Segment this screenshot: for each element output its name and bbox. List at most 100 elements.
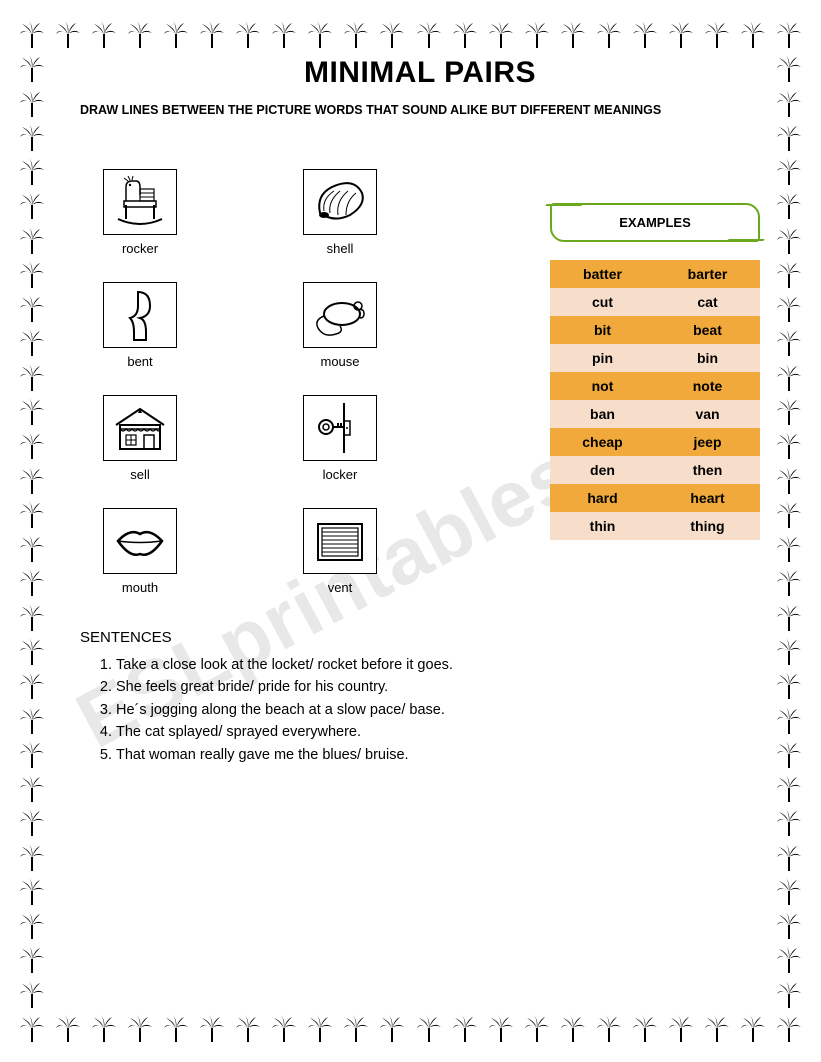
examples-cell: beat	[655, 316, 760, 344]
examples-cell: batter	[550, 260, 655, 288]
palm-icon	[777, 157, 801, 185]
palm-icon	[777, 945, 801, 973]
palm-icon	[705, 20, 729, 48]
examples-row: banvan	[550, 400, 760, 428]
content-area: MINIMAL PAIRS DRAW LINES BETWEEN THE PIC…	[80, 56, 760, 766]
examples-row: hardheart	[550, 484, 760, 512]
examples-row: thinthing	[550, 512, 760, 540]
palm-icon	[308, 1014, 332, 1042]
examples-row: notnote	[550, 372, 760, 400]
palm-icon	[777, 706, 801, 734]
examples-cell: jeep	[655, 428, 760, 456]
palm-icon	[128, 1014, 152, 1042]
palm-icon	[777, 260, 801, 288]
palm-icon	[20, 671, 44, 699]
palm-icon	[777, 774, 801, 802]
palm-icon	[272, 1014, 296, 1042]
examples-row: cutcat	[550, 288, 760, 316]
left-card-bent: bent	[80, 282, 200, 369]
examples-row: denthen	[550, 456, 760, 484]
palm-icon	[380, 1014, 404, 1042]
palm-icon	[92, 20, 116, 48]
left-card-rocker: rocker	[80, 169, 200, 256]
palm-icon	[777, 123, 801, 151]
palm-icon	[777, 671, 801, 699]
palm-icon	[777, 431, 801, 459]
palm-icon	[777, 911, 801, 939]
palm-icon	[777, 363, 801, 391]
palm-icon	[453, 20, 477, 48]
palm-icon	[164, 20, 188, 48]
palm-icon	[777, 808, 801, 836]
palm-icon	[20, 603, 44, 631]
caption-bent: bent	[127, 354, 152, 369]
sentence-item: He´s jogging along the beach at a slow p…	[116, 699, 760, 721]
palm-icon	[777, 20, 801, 48]
palm-icon	[489, 20, 513, 48]
palm-icon	[777, 500, 801, 528]
palm-icon	[20, 89, 44, 117]
palm-icon	[777, 294, 801, 322]
shell-icon	[303, 169, 377, 235]
palm-icon	[777, 397, 801, 425]
palm-icon	[20, 1014, 44, 1042]
examples-table: batterbartercutcatbitbeatpinbinnotnoteba…	[550, 260, 760, 540]
palm-icon	[777, 328, 801, 356]
mouth-icon	[103, 508, 177, 574]
left-card-mouth: mouth	[80, 508, 200, 595]
palm-icon	[20, 54, 44, 82]
palm-icon	[20, 843, 44, 871]
caption-mouth: mouth	[122, 580, 158, 595]
vent-icon	[303, 508, 377, 574]
palm-icon	[777, 534, 801, 562]
caption-mouse: mouse	[320, 354, 359, 369]
examples-row: cheapjeep	[550, 428, 760, 456]
palm-icon	[56, 20, 80, 48]
examples-panel: EXAMPLES batterbartercutcatbitbeatpinbin…	[550, 203, 760, 595]
right-card-locker: locker	[280, 395, 400, 482]
examples-cell: thing	[655, 512, 760, 540]
palm-icon	[417, 20, 441, 48]
palm-icon	[417, 1014, 441, 1042]
palm-icon	[777, 466, 801, 494]
examples-cell: cut	[550, 288, 655, 316]
caption-shell: shell	[327, 241, 354, 256]
palm-icon	[669, 1014, 693, 1042]
instructions-text: DRAW LINES BETWEEN THE PICTURE WORDS THA…	[80, 102, 760, 119]
palm-icon	[20, 397, 44, 425]
palm-icon	[777, 191, 801, 219]
palm-icon	[20, 431, 44, 459]
palm-icon	[777, 1014, 801, 1042]
palm-icon	[20, 157, 44, 185]
page-title: MINIMAL PAIRS	[80, 56, 760, 90]
palm-icon	[236, 1014, 260, 1042]
palm-icon	[489, 1014, 513, 1042]
palm-icon	[777, 603, 801, 631]
palm-icon	[56, 1014, 80, 1042]
sentences-heading: SENTENCES	[80, 629, 760, 646]
palm-icon	[20, 500, 44, 528]
palm-icon	[20, 260, 44, 288]
palm-icon	[164, 1014, 188, 1042]
examples-row: pinbin	[550, 344, 760, 372]
palm-icon	[597, 20, 621, 48]
palm-icon	[128, 20, 152, 48]
palm-icon	[20, 911, 44, 939]
sentence-item: She feels great bride/ pride for his cou…	[116, 676, 760, 698]
palm-icon	[453, 1014, 477, 1042]
left-column: rockerbentsellmouth	[80, 169, 200, 595]
palm-icon	[20, 191, 44, 219]
palm-icon	[777, 568, 801, 596]
sentences-list: Take a close look at the locket/ rocket …	[80, 654, 760, 766]
palm-icon	[525, 1014, 549, 1042]
palm-icon	[20, 363, 44, 391]
sell-icon	[103, 395, 177, 461]
rocker-icon	[103, 169, 177, 235]
palm-icon	[20, 808, 44, 836]
palm-icon	[669, 20, 693, 48]
palm-icon	[561, 20, 585, 48]
palm-icon	[20, 740, 44, 768]
examples-cell: thin	[550, 512, 655, 540]
palm-icon	[633, 20, 657, 48]
palm-icon	[525, 20, 549, 48]
